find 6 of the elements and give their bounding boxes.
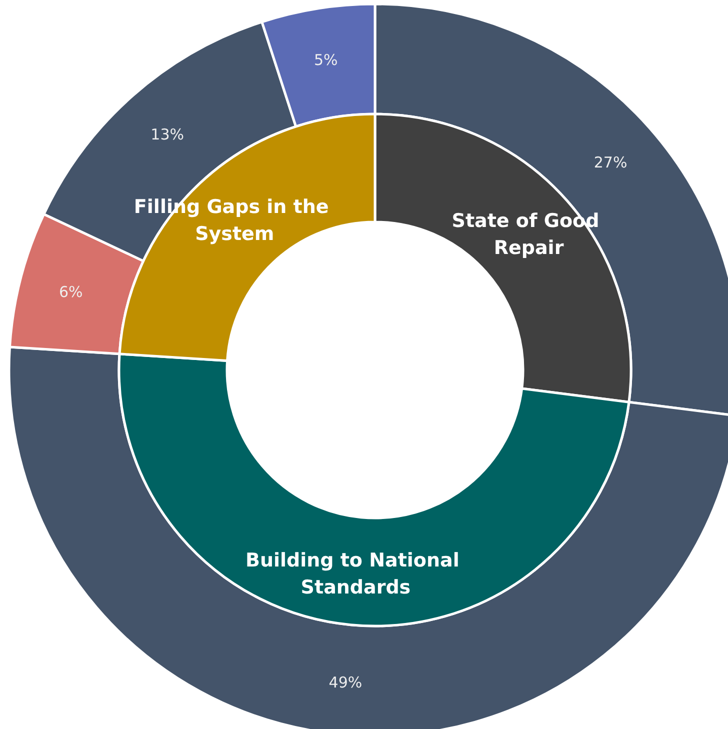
- data-label: 5%: [314, 50, 338, 69]
- data-label: 6%: [58, 282, 83, 301]
- data-label: 49%: [328, 674, 362, 692]
- slice-label: Building to National Standards: [245, 550, 466, 599]
- data-label: 27%: [594, 153, 628, 172]
- data-label: 13%: [150, 125, 184, 144]
